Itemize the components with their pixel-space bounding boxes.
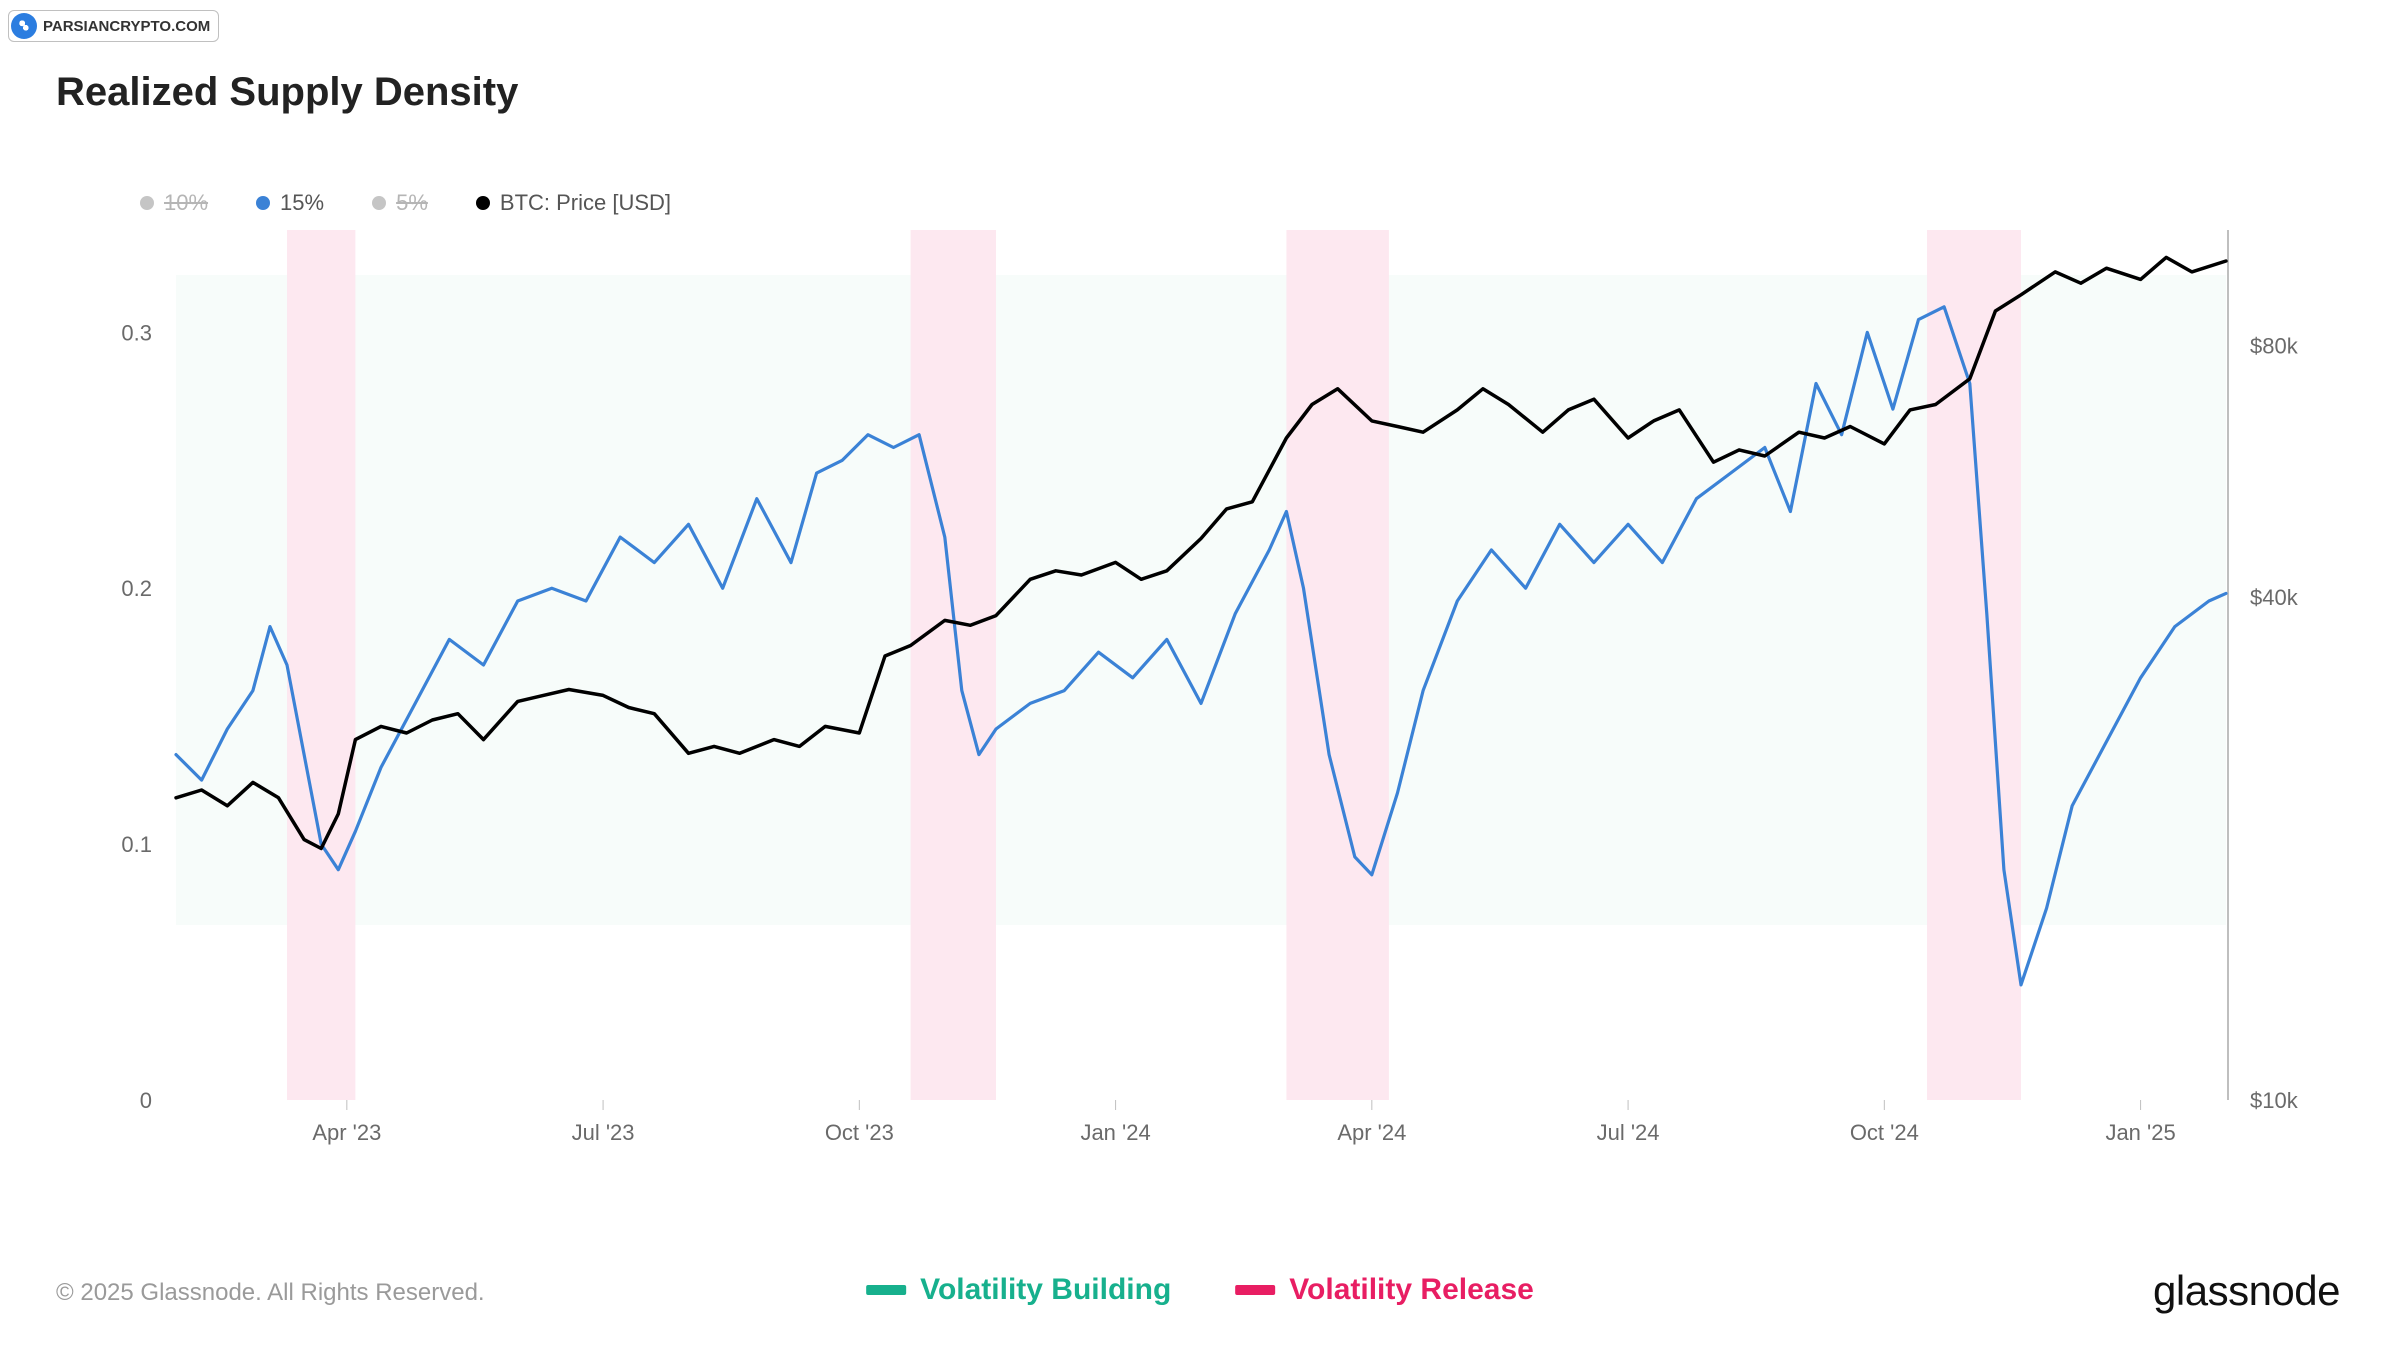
legend-item[interactable]: BTC: Price [USD] (476, 190, 671, 216)
watermark-badge: PARSIANCRYPTO.COM (8, 10, 219, 42)
watermark-icon (11, 13, 37, 39)
svg-text:Apr '23: Apr '23 (312, 1120, 381, 1145)
legend-dot-icon (140, 196, 154, 210)
svg-text:$80k: $80k (2250, 334, 2299, 359)
watermark-text: PARSIANCRYPTO.COM (43, 18, 210, 35)
copyright-text: © 2025 Glassnode. All Rights Reserved. (56, 1279, 485, 1307)
legend-item[interactable]: 5% (372, 190, 428, 216)
svg-text:Jul '23: Jul '23 (572, 1120, 635, 1145)
svg-text:Jan '24: Jan '24 (1080, 1120, 1150, 1145)
legend-label: BTC: Price [USD] (500, 190, 671, 216)
legend-dot-icon (476, 196, 490, 210)
legend-dot-icon (256, 196, 270, 210)
chart-title: Realized Supply Density (56, 70, 518, 115)
svg-text:Jan '25: Jan '25 (2105, 1120, 2175, 1145)
footer: © 2025 Glassnode. All Rights Reserved. (56, 1279, 2344, 1307)
legend-label: 10% (164, 190, 208, 216)
legend-item[interactable]: 15% (256, 190, 324, 216)
legend-label: 5% (396, 190, 428, 216)
svg-text:Oct '23: Oct '23 (825, 1120, 894, 1145)
svg-text:$40k: $40k (2250, 585, 2299, 610)
svg-text:0.1: 0.1 (121, 832, 152, 857)
svg-text:Apr '24: Apr '24 (1337, 1120, 1406, 1145)
chart-container: 0 0.1 0.2 0.3 $10k $40k $80k Apr '23 Jul '23 Oct … (56, 220, 2344, 1220)
brand-logo: glassnode (2153, 1267, 2340, 1315)
svg-text:0.2: 0.2 (121, 576, 152, 601)
svg-text:$10k: $10k (2250, 1088, 2299, 1113)
legend-label: 15% (280, 190, 324, 216)
svg-text:0.3: 0.3 (121, 320, 152, 345)
legend-item[interactable]: 10% (140, 190, 208, 216)
chart-svg: 0 0.1 0.2 0.3 $10k $40k $80k Apr '23 Jul '23 Oct … (56, 220, 2344, 1220)
svg-text:Jul '24: Jul '24 (1597, 1120, 1660, 1145)
svg-text:Oct '24: Oct '24 (1850, 1120, 1919, 1145)
svg-text:0: 0 (140, 1088, 152, 1113)
legend-top: 10% 15% 5% BTC: Price [USD] (140, 190, 671, 216)
legend-dot-icon (372, 196, 386, 210)
